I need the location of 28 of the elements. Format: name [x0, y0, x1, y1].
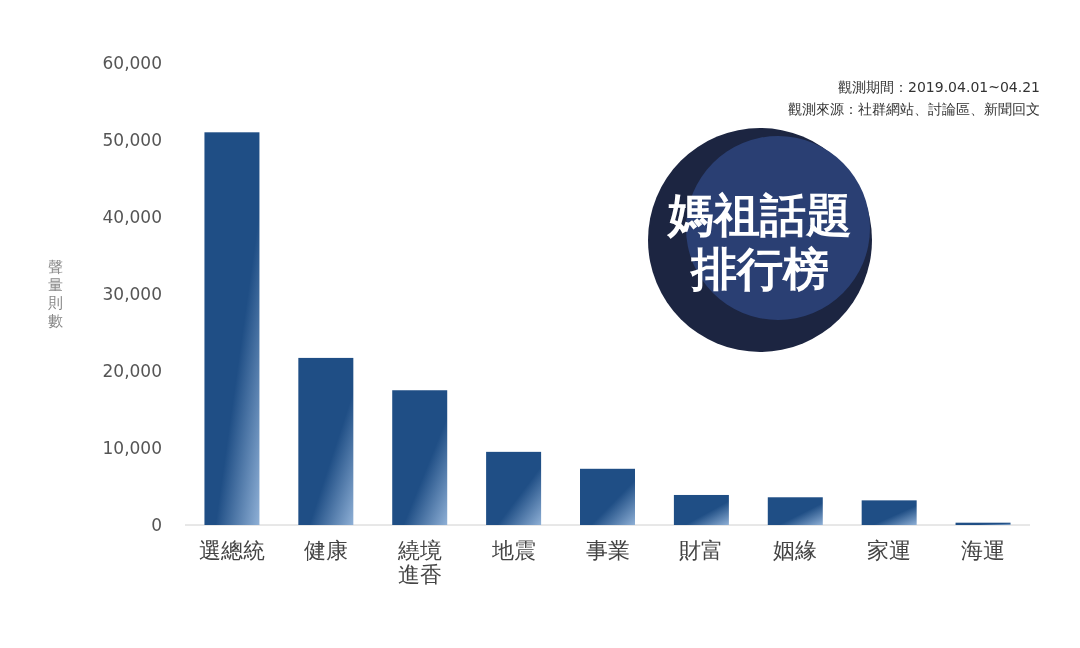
x-tick-label: 地震 — [490, 538, 536, 563]
bar — [767, 497, 823, 525]
y-tick-label: 10,000 — [102, 438, 162, 458]
y-tick-label: 20,000 — [102, 361, 162, 381]
y-tick-label: 40,000 — [102, 207, 162, 227]
x-tick-label: 海運 — [961, 538, 1006, 563]
annotation: 觀測期間：2019.04.01~04.21 — [838, 79, 1040, 95]
y-tick-label: 0 — [151, 515, 162, 535]
x-tick-label: 選總統 — [198, 538, 265, 563]
x-tick-label: 繞境進香 — [396, 538, 442, 587]
y-tick-label: 30,000 — [102, 284, 162, 304]
annotation: 觀測來源：社群網站、討論區、新聞回文 — [788, 101, 1040, 117]
bar — [580, 468, 635, 525]
x-tick-label: 事業 — [585, 538, 630, 563]
bar — [673, 494, 729, 525]
y-axis-title: 聲量則數 — [47, 258, 63, 330]
bar — [861, 500, 917, 525]
bar — [486, 451, 542, 525]
x-tick-label: 姻緣 — [773, 538, 818, 563]
bar — [204, 132, 260, 525]
bar — [392, 390, 448, 525]
y-tick-label: 60,000 — [102, 53, 162, 73]
y-tick-label: 50,000 — [102, 130, 162, 150]
text: 媽祖話題排行榜 — [666, 188, 852, 296]
x-tick-label: 財富 — [679, 538, 724, 563]
x-tick-label: 健康 — [303, 538, 348, 563]
x-tick-label: 家運 — [867, 538, 912, 563]
bar — [298, 357, 354, 525]
